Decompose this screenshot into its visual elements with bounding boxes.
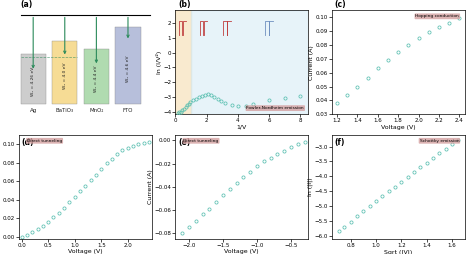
Bar: [115, 27, 141, 104]
Text: Wₐ = 4.6 eV: Wₐ = 4.6 eV: [126, 56, 130, 82]
Y-axis label: Current (A): Current (A): [0, 169, 1, 204]
X-axis label: Voltage (V): Voltage (V): [68, 249, 103, 254]
X-axis label: Sqrt (|V|): Sqrt (|V|): [384, 249, 412, 254]
Y-axis label: Current (A): Current (A): [148, 169, 153, 204]
Y-axis label: Current (A): Current (A): [309, 45, 314, 80]
Text: Schottky emission: Schottky emission: [419, 139, 459, 143]
Text: BaTiO₃: BaTiO₃: [55, 108, 74, 113]
Text: (d): (d): [22, 138, 34, 147]
Bar: [20, 54, 46, 104]
Text: (e): (e): [178, 138, 190, 147]
Y-axis label: ln (I/V²): ln (I/V²): [155, 51, 162, 74]
Bar: [84, 49, 109, 104]
Text: Hopping conduction: Hopping conduction: [416, 14, 459, 18]
Text: Fowler-Nordheim emission: Fowler-Nordheim emission: [246, 106, 304, 110]
Text: Wₐ = 4.4 eV: Wₐ = 4.4 eV: [94, 66, 99, 92]
Text: Direct tunneling: Direct tunneling: [27, 139, 62, 143]
X-axis label: Voltage (V): Voltage (V): [224, 249, 259, 254]
Text: (c): (c): [335, 0, 346, 9]
Text: (b): (b): [178, 0, 191, 9]
X-axis label: 1/V: 1/V: [237, 125, 247, 130]
Y-axis label: ln (|I|): ln (|I|): [307, 177, 313, 196]
Text: MnO₂: MnO₂: [89, 108, 104, 113]
Text: Direct tunneling: Direct tunneling: [183, 139, 219, 143]
X-axis label: Voltage (V): Voltage (V): [381, 125, 416, 130]
Text: (f): (f): [335, 138, 345, 147]
Text: Wₐ = 4.26 eV: Wₐ = 4.26 eV: [31, 67, 35, 96]
Bar: [52, 41, 77, 104]
Bar: [175, 10, 191, 114]
Text: Wₐ = 4.0 eV: Wₐ = 4.0 eV: [63, 62, 67, 89]
Text: FTO: FTO: [123, 108, 133, 113]
Text: Ag: Ag: [29, 108, 37, 113]
Bar: [191, 10, 308, 114]
Text: (a): (a): [20, 0, 33, 9]
